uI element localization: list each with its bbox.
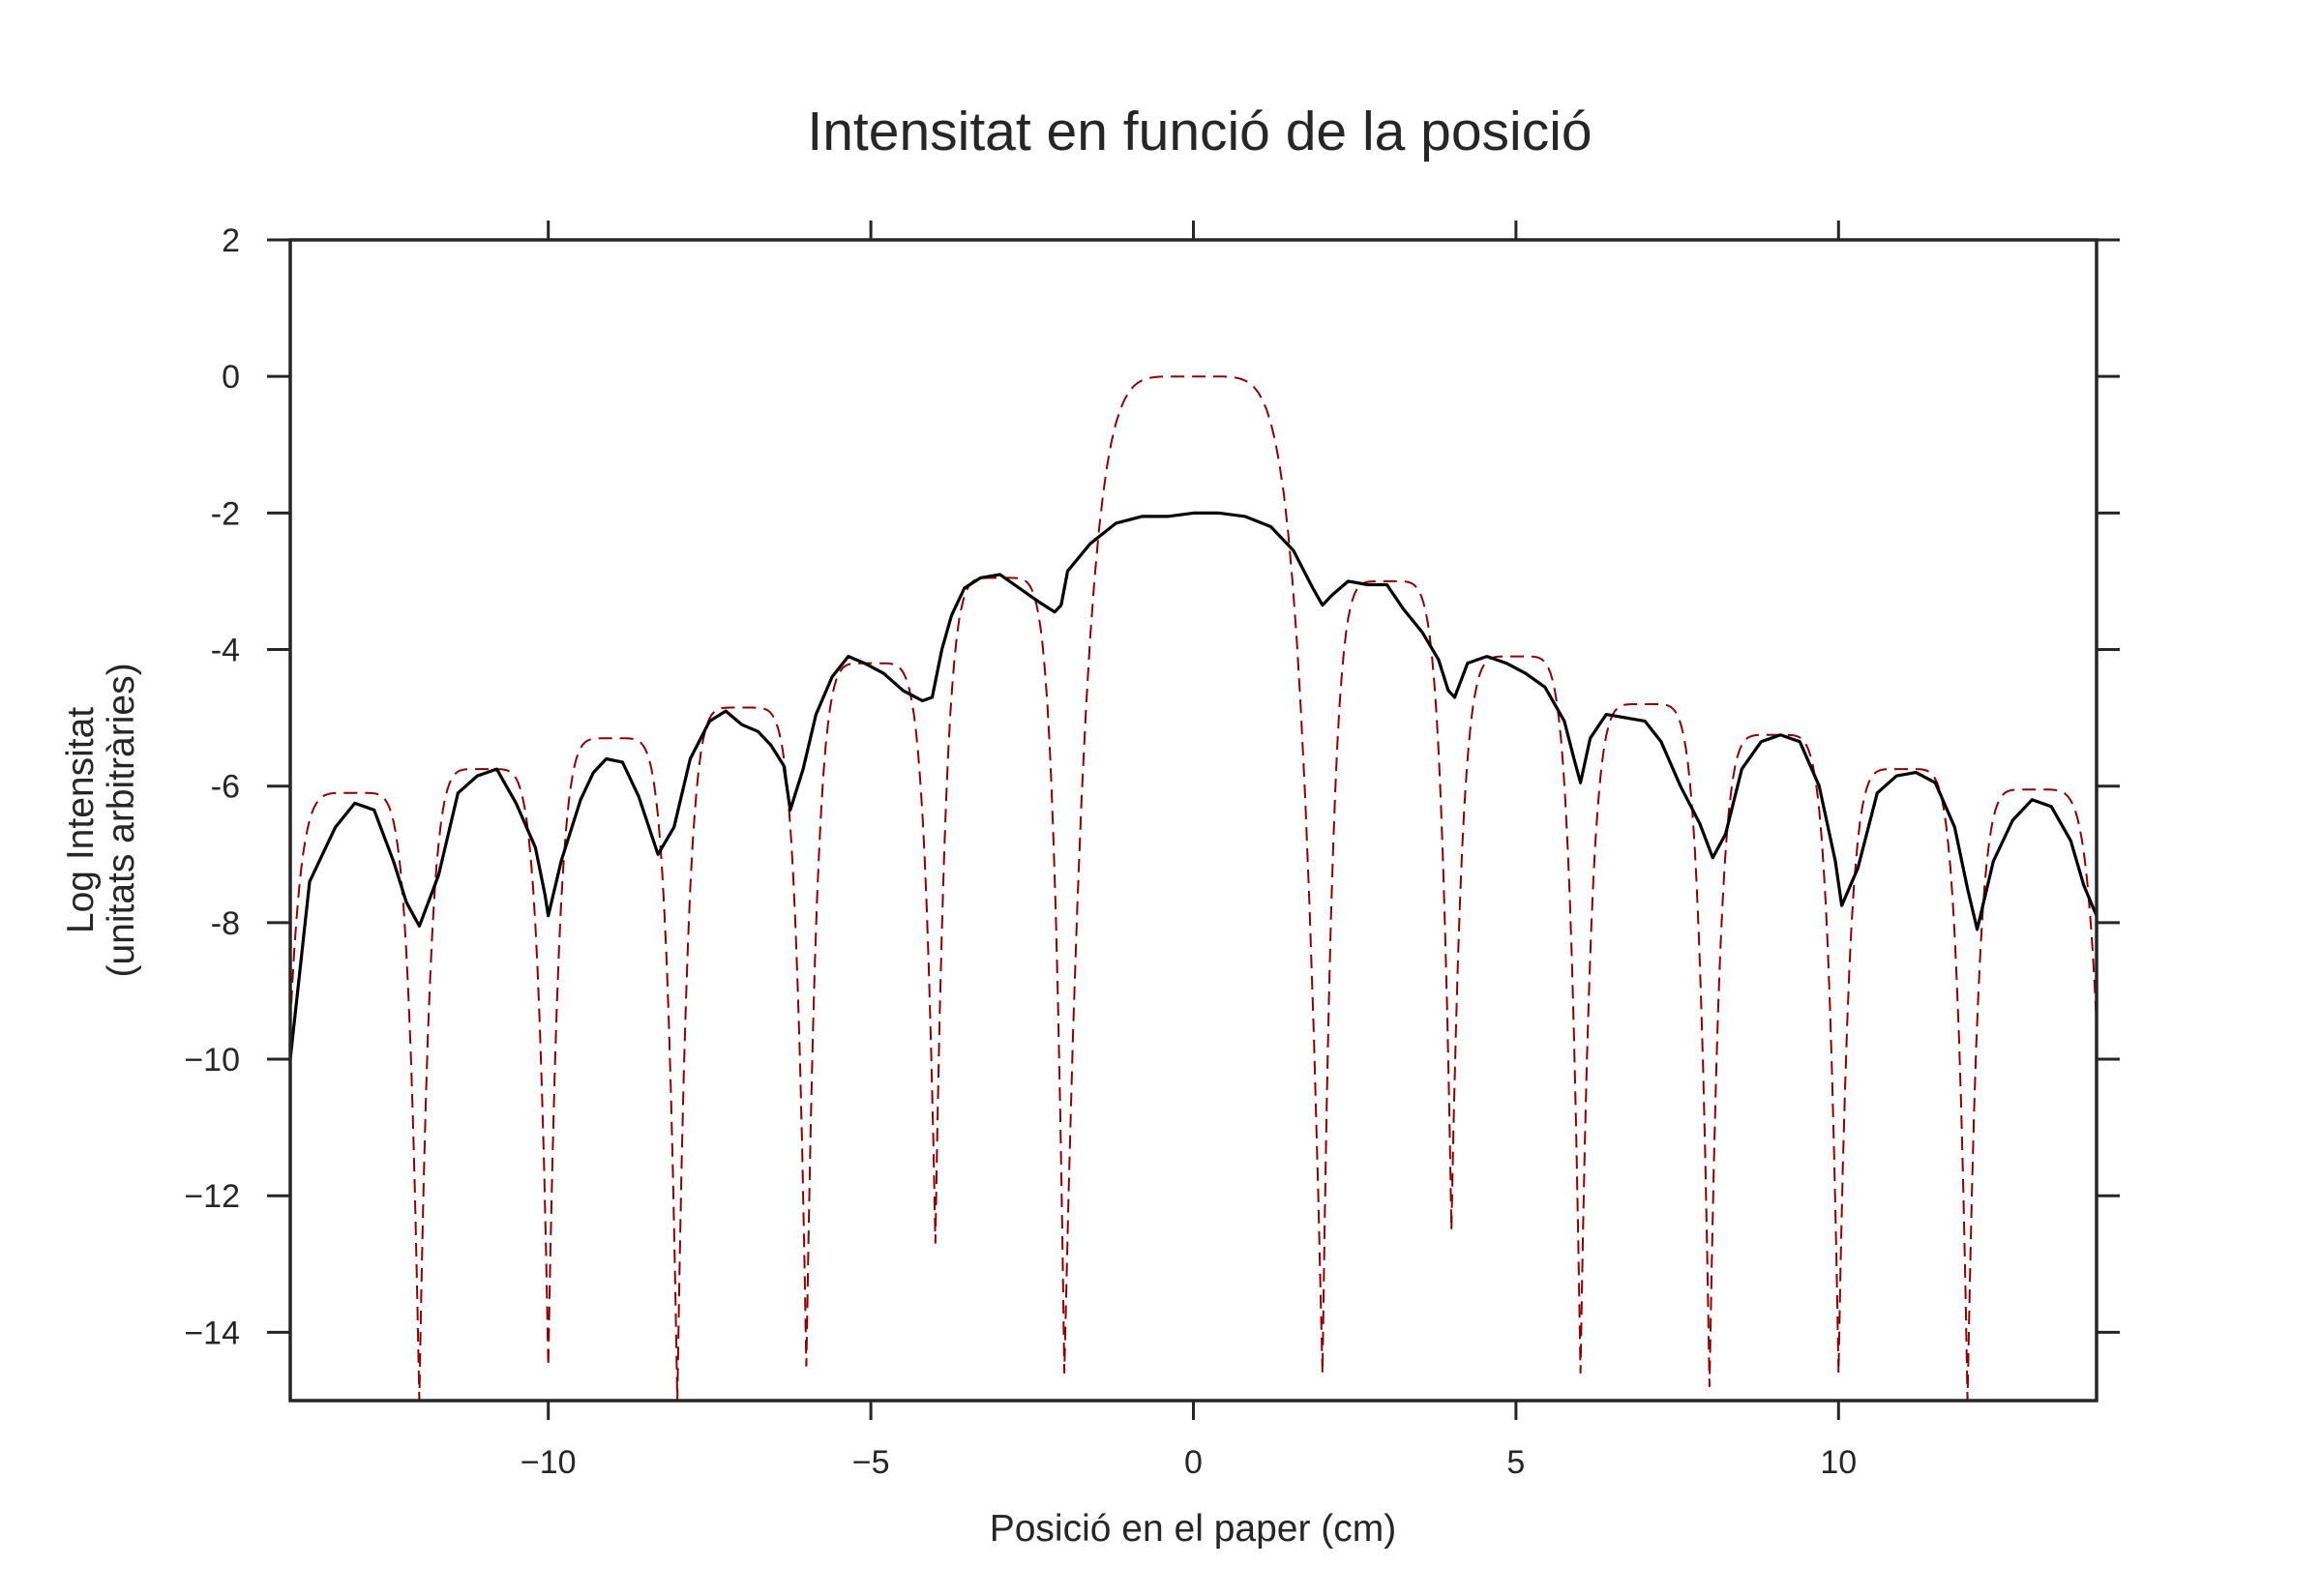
ticks-layer: −10 −5 0 5 10 2 0 -2 -4 -6 -8 −10 −12 −14 bbox=[184, 221, 2120, 1481]
x-tick-label: 0 bbox=[1184, 1444, 1203, 1481]
plot-frame bbox=[288, 238, 2099, 1403]
measured-solid-line bbox=[290, 511, 2097, 1060]
y-tick-label: 2 bbox=[222, 222, 240, 259]
x-axis-label: Posició en el paper (cm) bbox=[990, 1508, 1397, 1550]
y-tick-label: −12 bbox=[184, 1178, 240, 1215]
y-tick-label: -8 bbox=[211, 905, 240, 942]
x-tick-label: −5 bbox=[852, 1444, 890, 1481]
y-axis-label-group: Log Intensitat (unitats arbitràries) bbox=[60, 663, 142, 977]
plot-lines-layer bbox=[290, 375, 2097, 1401]
theory-dashed-line bbox=[290, 375, 2097, 1401]
x-tick-label: −10 bbox=[521, 1444, 577, 1481]
y-tick-label: −10 bbox=[184, 1042, 240, 1079]
y-tick-label: -6 bbox=[211, 769, 240, 806]
y-axis-label-line-2: (unitats arbitràries) bbox=[101, 663, 142, 977]
y-axis-label-line-1: Log Intensitat bbox=[60, 707, 102, 933]
y-tick-label: −14 bbox=[184, 1315, 240, 1351]
y-tick-label: -2 bbox=[211, 495, 240, 532]
chart-title: Intensitat en funció de la posició bbox=[807, 101, 1592, 163]
y-tick-label: 0 bbox=[222, 359, 240, 396]
x-tick-label: 10 bbox=[1820, 1444, 1857, 1481]
y-tick-label: -4 bbox=[211, 633, 240, 669]
x-tick-label: 5 bbox=[1506, 1444, 1525, 1481]
